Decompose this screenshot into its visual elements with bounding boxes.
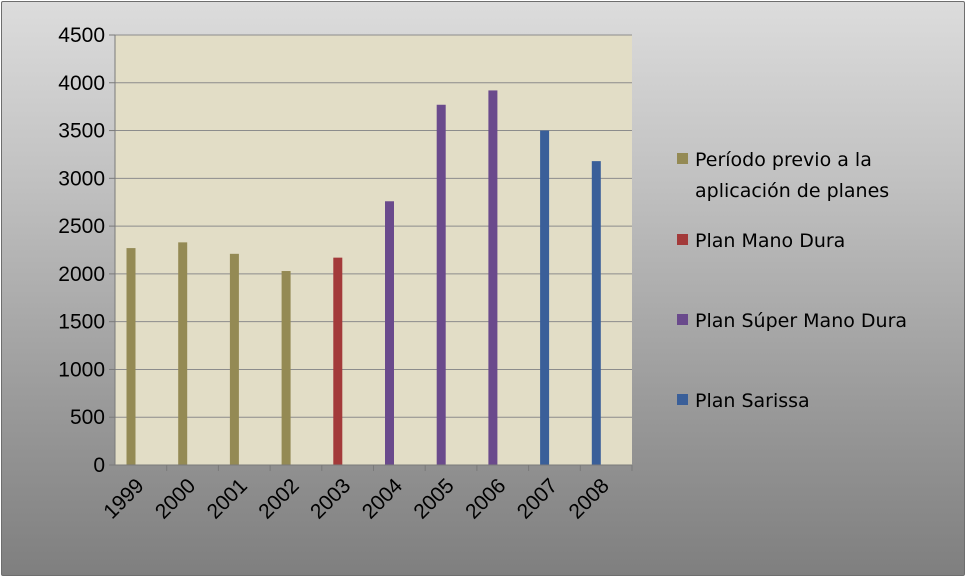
x-tick-label: 2008 <box>565 474 614 523</box>
bar-2001 <box>229 253 239 465</box>
y-tick-label: 3500 <box>58 120 105 143</box>
x-tick-label: 2005 <box>409 474 458 523</box>
x-tick-label: 2004 <box>358 474 408 524</box>
legend-label: aplicación de planes <box>695 180 889 202</box>
y-axis: 0 500 1000 1500 2000 2500 3000 3500 4000 4500 <box>58 24 116 477</box>
y-tick-label: 4000 <box>58 72 105 95</box>
legend-item: Período previo a la aplicación de planes <box>677 149 889 202</box>
bar-2005 <box>436 104 446 465</box>
legend-item: Plan Mano Dura <box>677 230 845 252</box>
bar-2006 <box>488 90 498 465</box>
legend-swatch <box>677 394 688 405</box>
legend-label: Plan Súper Mano Dura <box>695 310 907 332</box>
legend-swatch <box>677 153 688 164</box>
bar-2004 <box>385 201 394 465</box>
bar-2000 <box>178 242 188 465</box>
legend-item: Plan Súper Mano Dura <box>677 310 907 332</box>
y-tick-label: 1000 <box>58 358 105 381</box>
x-tick-label: 2001 <box>203 474 252 523</box>
x-tick-label: 1999 <box>99 474 148 523</box>
bar-2008 <box>591 161 601 465</box>
legend-label: Período previo a la <box>695 149 872 171</box>
x-tick-label: 2003 <box>306 474 355 523</box>
bars <box>126 90 601 466</box>
x-tick-label: 2006 <box>461 474 510 523</box>
x-axis: 1999 2000 2001 2002 2003 2004 2005 2006 2007 2008 <box>99 464 633 524</box>
y-tick-label: 4500 <box>58 24 105 47</box>
bar-2003 <box>333 257 343 465</box>
bar-1999 <box>126 248 136 465</box>
x-tick-label: 2002 <box>254 474 303 523</box>
plot-area <box>115 35 632 465</box>
legend-item: Plan Sarissa <box>677 390 810 412</box>
legend-label: Plan Mano Dura <box>695 230 845 252</box>
x-tick-label: 2000 <box>151 474 200 523</box>
legend-label: Plan Sarissa <box>695 390 810 412</box>
bar-2007 <box>540 130 550 466</box>
x-tick-label: 2007 <box>513 474 562 523</box>
y-tick-label: 2000 <box>58 263 105 286</box>
y-tick-label: 0 <box>93 454 105 477</box>
y-tick-label: 2500 <box>58 215 105 238</box>
legend-swatch <box>677 234 688 245</box>
gridlines <box>115 34 632 418</box>
y-tick-label: 500 <box>70 406 105 429</box>
bar-2002 <box>281 271 291 465</box>
y-tick-label: 3000 <box>58 167 105 190</box>
y-tick-label: 1500 <box>58 311 105 334</box>
legend-swatch <box>677 314 688 325</box>
